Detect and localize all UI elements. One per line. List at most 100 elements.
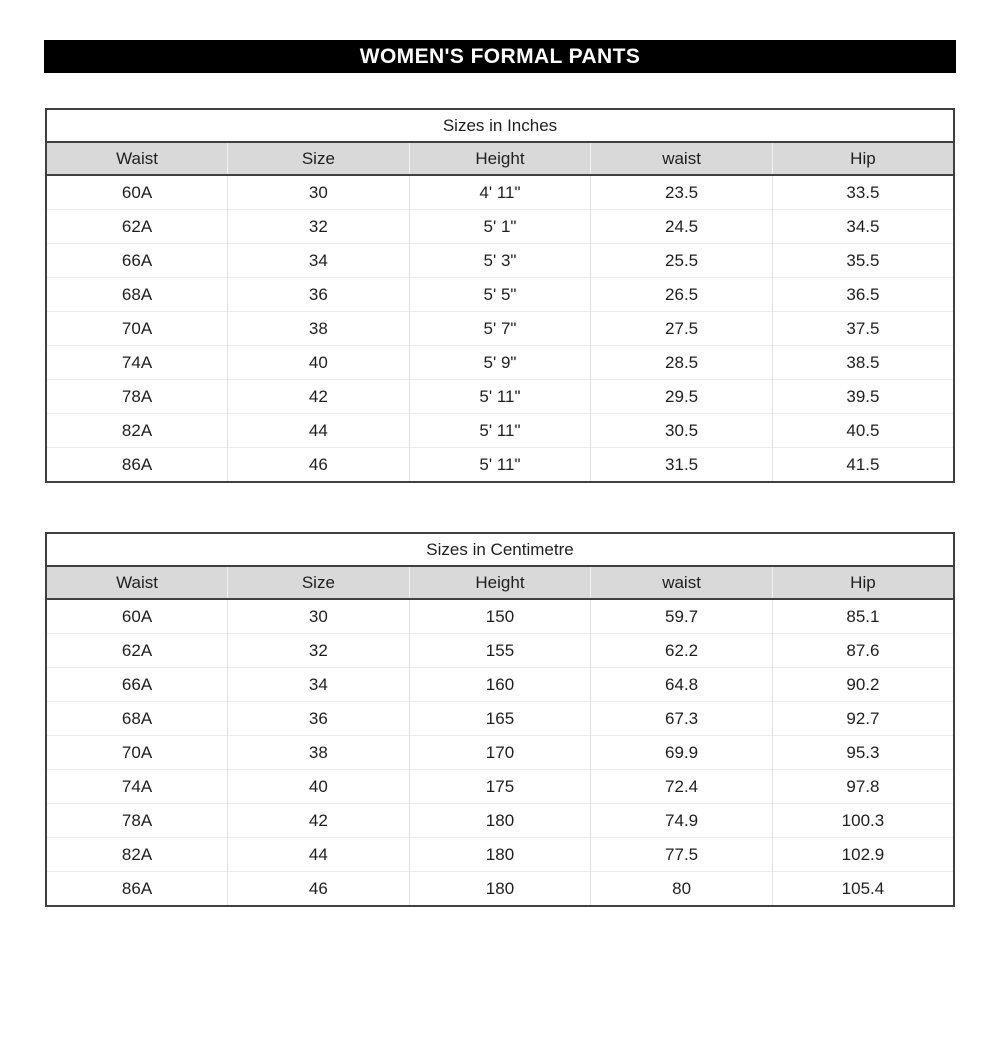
table-cell: 78A	[46, 379, 228, 414]
page-title-banner: WOMEN'S FORMAL PANTS	[44, 40, 956, 73]
table-cell: 86A	[46, 871, 228, 906]
table-row: 78A 42 5' 11" 29.5 39.5	[46, 379, 954, 414]
table-cell: 36.5	[771, 277, 954, 312]
table-row: 66A 34 160 64.8 90.2	[46, 667, 954, 702]
table-cell: 36	[227, 277, 410, 312]
table-row: 70A 38 5' 7" 27.5 37.5	[46, 311, 954, 346]
table-cell: 23.5	[590, 174, 773, 210]
table-cell: 29.5	[590, 379, 773, 414]
table-cell: 90.2	[771, 667, 954, 702]
table-row: 60A 30 4' 11" 23.5 33.5	[46, 174, 954, 210]
table-cell: 85.1	[771, 598, 954, 634]
table-cell: 62A	[46, 633, 228, 668]
table-row: 70A 38 170 69.9 95.3	[46, 735, 954, 770]
table-cell: 44	[227, 413, 410, 448]
table-cell: 180	[408, 871, 591, 906]
table-cell: 5' 5"	[408, 277, 591, 312]
table-cell: 74A	[46, 769, 228, 804]
table-cell: 35.5	[771, 243, 954, 278]
table-cell: 34.5	[771, 209, 954, 244]
table-cell: 42	[227, 379, 410, 414]
column-header: Height	[408, 566, 591, 600]
table-cell: 78A	[46, 803, 228, 838]
table-cell: 62.2	[590, 633, 773, 668]
table-cell: 5' 1"	[408, 209, 591, 244]
table-cell: 38	[227, 311, 410, 346]
table-row: 86A 46 180 80 105.4	[46, 871, 954, 906]
table-cell: 34	[227, 243, 410, 278]
table-row: 74A 40 5' 9" 28.5 38.5	[46, 345, 954, 380]
table-cell: 28.5	[590, 345, 773, 380]
table-cell: 31.5	[590, 447, 773, 482]
table-cell: 80	[590, 871, 773, 906]
table-cell: 39.5	[771, 379, 954, 414]
table-cell: 5' 11"	[408, 413, 591, 448]
table-cell: 30	[227, 174, 410, 210]
table-cell: 102.9	[771, 837, 954, 872]
table-cell: 30	[227, 598, 410, 634]
table-cell: 4' 11"	[408, 174, 591, 210]
column-header: Hip	[771, 142, 954, 176]
table-cell: 34	[227, 667, 410, 702]
table-row: 60A 30 150 59.7 85.1	[46, 598, 954, 634]
column-header: Waist	[46, 142, 228, 176]
page-title: WOMEN'S FORMAL PANTS	[359, 44, 641, 68]
table-cell: 69.9	[590, 735, 773, 770]
table-cell: 160	[408, 667, 591, 702]
table-title-row: Sizes in Inches	[46, 109, 954, 143]
table-cell: 5' 9"	[408, 345, 591, 380]
table-title-row: Sizes in Centimetre	[46, 533, 954, 567]
table-cell: 59.7	[590, 598, 773, 634]
table-cell: 5' 11"	[408, 379, 591, 414]
table-cell: 32	[227, 209, 410, 244]
table-cell: 70A	[46, 311, 228, 346]
table-cell: 72.4	[590, 769, 773, 804]
table-cell: 46	[227, 447, 410, 482]
table-cell: 97.8	[771, 769, 954, 804]
table-row: 74A 40 175 72.4 97.8	[46, 769, 954, 804]
table-cell: 150	[408, 598, 591, 634]
table-cell: 64.8	[590, 667, 773, 702]
table-cell: 155	[408, 633, 591, 668]
table-cell: 74.9	[590, 803, 773, 838]
table-cell: 38.5	[771, 345, 954, 380]
table-row: 86A 46 5' 11" 31.5 41.5	[46, 447, 954, 482]
table-row: 68A 36 5' 5" 26.5 36.5	[46, 277, 954, 312]
table-cell: 87.6	[771, 633, 954, 668]
table-cell: 66A	[46, 243, 228, 278]
table-cell: 26.5	[590, 277, 773, 312]
table-cell: 165	[408, 701, 591, 736]
table-cell: 33.5	[771, 174, 954, 210]
table-cell: 62A	[46, 209, 228, 244]
table-cell: 180	[408, 803, 591, 838]
table-cell: 66A	[46, 667, 228, 702]
table-cell: 32	[227, 633, 410, 668]
table-row: 82A 44 5' 11" 30.5 40.5	[46, 413, 954, 448]
column-header: Waist	[46, 566, 228, 600]
table-header-row: Waist Size Height waist Hip	[46, 142, 954, 176]
column-header: Height	[408, 142, 591, 176]
table-cell: 42	[227, 803, 410, 838]
table-cell: 25.5	[590, 243, 773, 278]
table-cell: 60A	[46, 598, 228, 634]
column-header: waist	[590, 566, 773, 600]
size-chart-page: WOMEN'S FORMAL PANTS Sizes in Inches Wais…	[0, 40, 1000, 907]
table-cell: 30.5	[590, 413, 773, 448]
table-title: Sizes in Inches	[46, 109, 954, 143]
table-cell: 95.3	[771, 735, 954, 770]
table-cell: 60A	[46, 174, 228, 210]
table-cell: 82A	[46, 837, 228, 872]
table-cell: 40	[227, 345, 410, 380]
table-row: 62A 32 5' 1" 24.5 34.5	[46, 209, 954, 244]
table-title: Sizes in Centimetre	[46, 533, 954, 567]
table-cell: 36	[227, 701, 410, 736]
table-cell: 5' 7"	[408, 311, 591, 346]
table-row: 66A 34 5' 3" 25.5 35.5	[46, 243, 954, 278]
table-cell: 180	[408, 837, 591, 872]
table-cell: 24.5	[590, 209, 773, 244]
table-cell: 5' 11"	[408, 447, 591, 482]
table-cell: 40	[227, 769, 410, 804]
table-cell: 92.7	[771, 701, 954, 736]
table-cell: 74A	[46, 345, 228, 380]
table-cell: 105.4	[771, 871, 954, 906]
